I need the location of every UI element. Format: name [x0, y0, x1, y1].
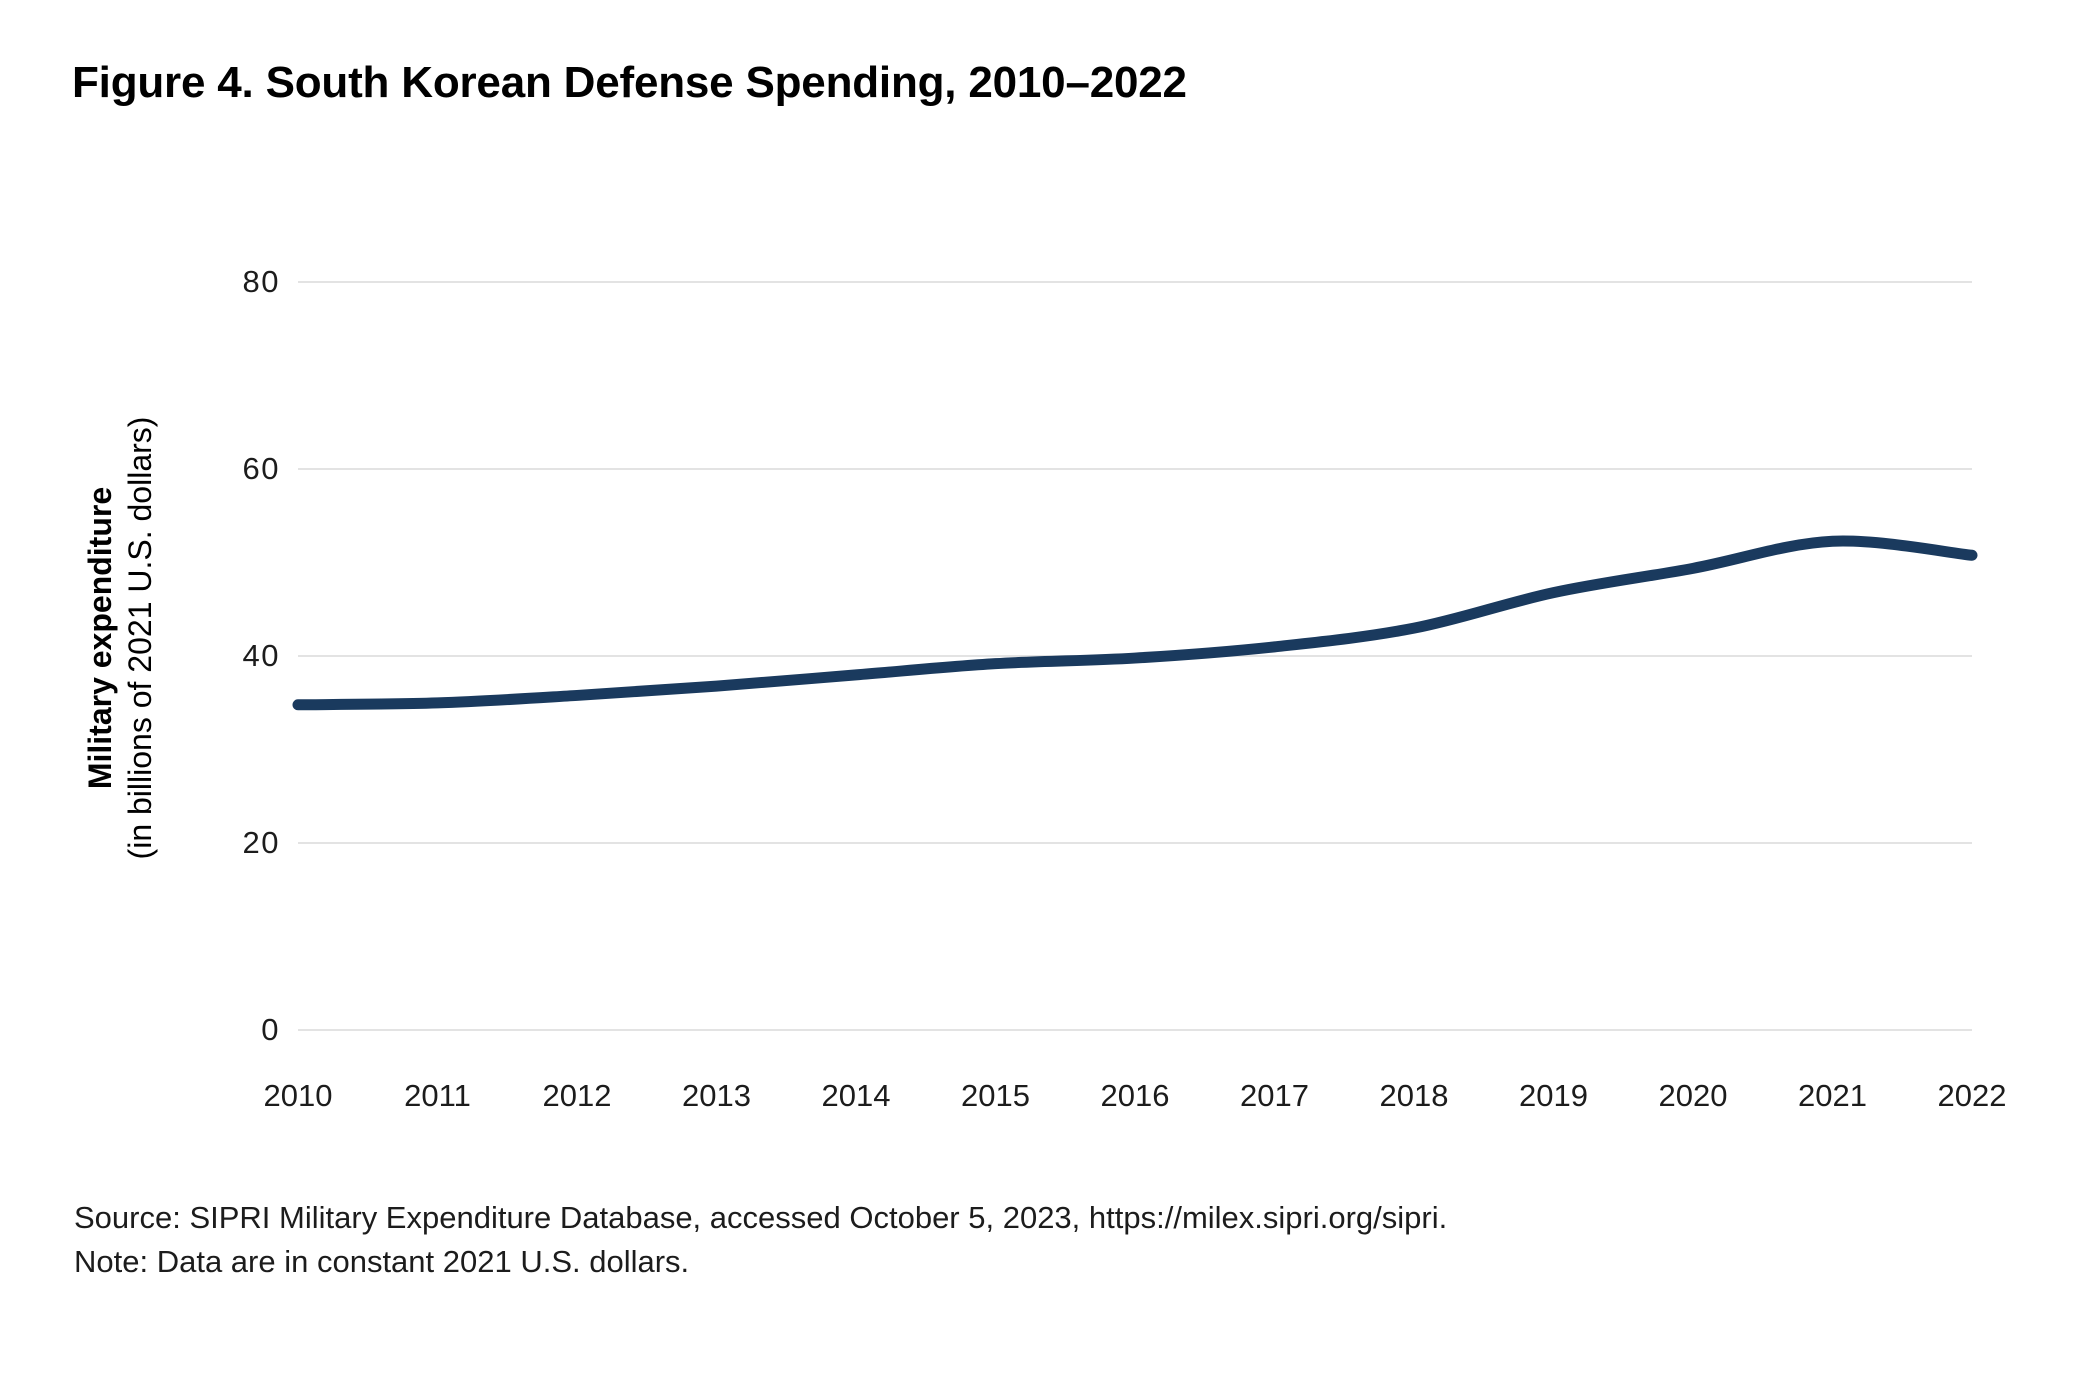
- series-line-chart: [292, 535, 1978, 711]
- x-tick-label-2020: 2020: [1658, 1078, 1728, 1113]
- x-tick-label-2021: 2021: [1798, 1078, 1867, 1113]
- x-tick-label-2017: 2017: [1240, 1078, 1309, 1113]
- x-tick-label-2022: 2022: [1937, 1078, 2007, 1113]
- y-tick-label-20: 20: [242, 825, 280, 861]
- y-axis-title: Military expenditure (in billions of 202…: [72, 245, 168, 1030]
- footnotes: Source: SIPRI Military Expenditure Datab…: [74, 1196, 1447, 1284]
- gridline-20: [298, 842, 1972, 845]
- x-axis-tick-labels: 2010 2011 2012 2013 2014 2015 2016 2017 2018 2019…: [264, 1078, 2007, 1122]
- x-tick-label-2014: 2014: [821, 1078, 891, 1113]
- x-tick-label-2015: 2015: [961, 1078, 1030, 1113]
- series-line-military-expenditure: [292, 535, 1978, 711]
- source-line: Source: SIPRI Military Expenditure Datab…: [74, 1200, 1448, 1235]
- page-title: Figure 4. South Korean Defense Spending,…: [72, 58, 1187, 107]
- y-axis-title-main: Military expenditure: [82, 486, 118, 789]
- x-tick-label-2016: 2016: [1100, 1078, 1170, 1113]
- y-axis-tick-labels: 0 20 40 60 80: [180, 245, 280, 1047]
- x-tick-label-2010: 2010: [263, 1078, 333, 1113]
- y-tick-label-40: 40: [242, 638, 280, 674]
- y-tick-label-0: 0: [261, 1012, 280, 1047]
- x-tick-label-2012: 2012: [542, 1078, 612, 1113]
- y-tick-label-60: 60: [242, 451, 280, 487]
- y-tick-label-80: 80: [242, 264, 280, 300]
- gridline-60: [298, 468, 1972, 471]
- note-line: Note: Data are in constant 2021 U.S. dol…: [74, 1244, 690, 1280]
- gridline-80: [298, 281, 1972, 284]
- x-tick-label-2018: 2018: [1379, 1078, 1449, 1113]
- y-axis-title-sub: (in billions of 2021 U.S. dollars): [122, 416, 158, 859]
- gridline-0: [298, 1029, 1972, 1031]
- x-tick-label-2011: 2011: [404, 1078, 471, 1113]
- x-tick-label-2013: 2013: [682, 1078, 751, 1113]
- x-tick-label-2019: 2019: [1519, 1078, 1588, 1113]
